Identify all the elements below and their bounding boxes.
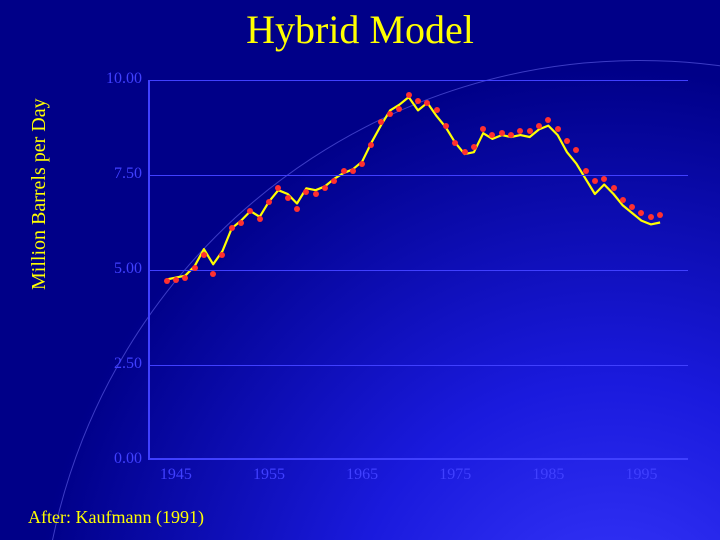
- y-tick-label: 7.50: [96, 165, 142, 183]
- data-point: [564, 138, 570, 144]
- data-point: [489, 132, 495, 138]
- data-point: [164, 278, 170, 284]
- x-tick-label: 1985: [528, 466, 568, 484]
- data-point: [480, 126, 486, 132]
- data-point: [620, 197, 626, 203]
- data-point: [657, 212, 663, 218]
- data-point: [527, 128, 533, 134]
- data-point: [536, 123, 542, 129]
- data-point: [462, 149, 468, 155]
- data-point: [378, 119, 384, 125]
- data-point: [173, 277, 179, 283]
- data-point: [192, 265, 198, 271]
- data-point: [406, 92, 412, 98]
- x-tick-label: 1975: [435, 466, 475, 484]
- data-point: [322, 185, 328, 191]
- data-point: [555, 126, 561, 132]
- y-tick-label: 5.00: [96, 260, 142, 278]
- gridline: [148, 365, 688, 366]
- data-point: [424, 100, 430, 106]
- data-point: [257, 216, 263, 222]
- data-point: [285, 195, 291, 201]
- data-point: [303, 189, 309, 195]
- y-tick-label: 0.00: [96, 450, 142, 468]
- data-point: [275, 185, 281, 191]
- x-tick-label: 1995: [621, 466, 661, 484]
- data-point: [350, 168, 356, 174]
- y-tick-label: 2.50: [96, 355, 142, 373]
- data-point: [629, 204, 635, 210]
- data-point: [247, 208, 253, 214]
- model-line: [167, 97, 660, 279]
- data-point: [573, 147, 579, 153]
- data-point: [583, 168, 589, 174]
- x-tick-label: 1955: [249, 466, 289, 484]
- data-point: [601, 176, 607, 182]
- data-point: [415, 98, 421, 104]
- slide-title: Hybrid Model: [0, 6, 720, 53]
- data-point: [452, 140, 458, 146]
- data-point: [210, 271, 216, 277]
- gridline: [148, 270, 688, 271]
- gridline: [148, 80, 688, 81]
- chart: 0.00 2.50 5.00 7.50 10.00 1945 1955 1965 1975 198…: [92, 70, 692, 490]
- x-tick-label: 1945: [156, 466, 196, 484]
- y-axis-label: Million Barrels per Day: [28, 98, 51, 290]
- data-point: [517, 128, 523, 134]
- data-point: [396, 106, 402, 112]
- data-point: [648, 214, 654, 220]
- data-point: [443, 123, 449, 129]
- citation-footer: After: Kaufmann (1991): [28, 507, 204, 528]
- data-point: [229, 225, 235, 231]
- data-point: [592, 178, 598, 184]
- data-point: [266, 199, 272, 205]
- data-point: [182, 275, 188, 281]
- data-point: [219, 252, 225, 258]
- data-point: [238, 220, 244, 226]
- data-point: [331, 178, 337, 184]
- data-point: [368, 142, 374, 148]
- data-point: [611, 185, 617, 191]
- data-point: [434, 107, 440, 113]
- data-point: [545, 117, 551, 123]
- data-point: [341, 168, 347, 174]
- data-point: [638, 210, 644, 216]
- data-point: [499, 130, 505, 136]
- gridline: [148, 175, 688, 176]
- data-point: [387, 111, 393, 117]
- data-point: [471, 144, 477, 150]
- data-point: [201, 252, 207, 258]
- y-tick-label: 10.00: [96, 70, 142, 88]
- data-point: [359, 161, 365, 167]
- data-point: [313, 191, 319, 197]
- data-point: [294, 206, 300, 212]
- slide-content: Hybrid Model Million Barrels per Day Aft…: [0, 0, 720, 540]
- x-tick-label: 1965: [342, 466, 382, 484]
- data-point: [508, 132, 514, 138]
